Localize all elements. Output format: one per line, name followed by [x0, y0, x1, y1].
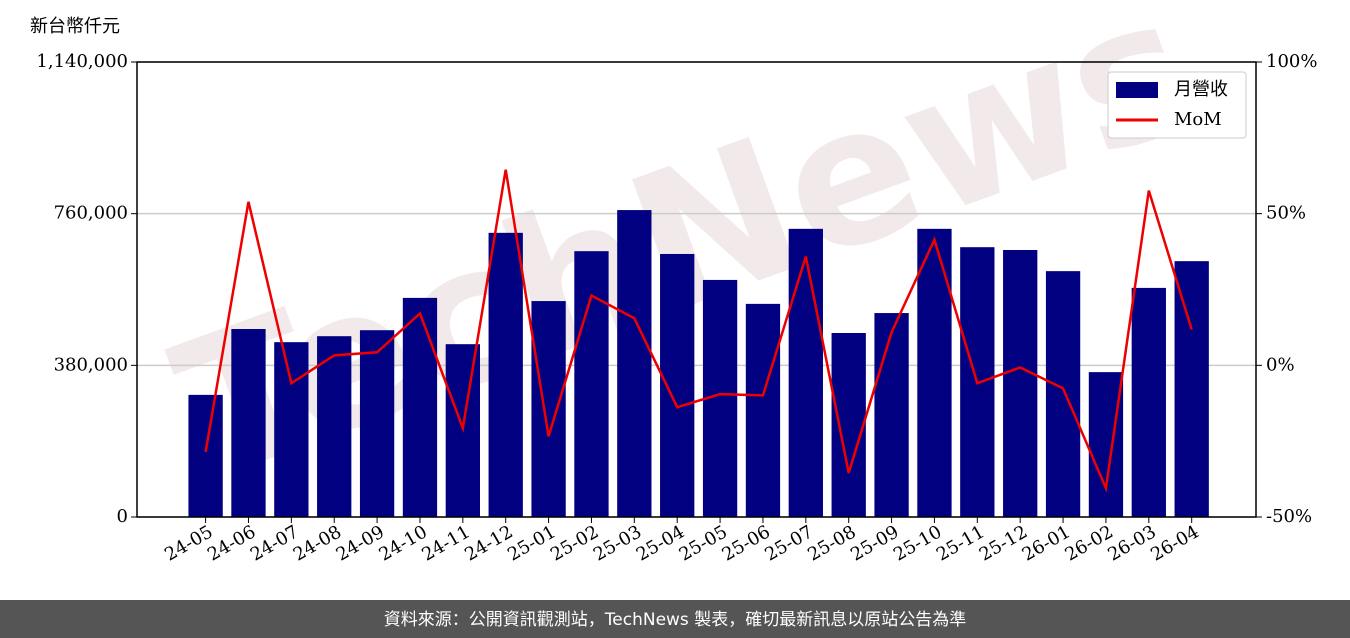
- x-tick-label: 25-06: [719, 521, 774, 565]
- legend-swatch: [1116, 82, 1158, 98]
- x-tick-label: 24-09: [333, 521, 388, 565]
- bar: [917, 228, 952, 518]
- x-tick-label: 25-08: [804, 521, 859, 565]
- x-tick-label: 26-02: [1062, 521, 1117, 565]
- bar: [574, 251, 609, 517]
- bar: [831, 333, 866, 517]
- footer-band: [0, 600, 1350, 638]
- bar: [402, 297, 438, 517]
- bar: [1088, 372, 1124, 517]
- x-tick-label: 26-01: [1019, 521, 1074, 565]
- bar: [274, 342, 309, 517]
- x-tick-label: 25-03: [590, 521, 645, 565]
- footer-source: 資料來源：公開資訊觀測站，TechNews 製表，確切最新訊息以原站公告為準: [384, 610, 966, 630]
- y-axis-label: 新台幣仟元: [30, 16, 120, 37]
- x-tick-label: 24-11: [418, 521, 473, 565]
- bar: [1174, 261, 1209, 517]
- bar: [188, 394, 223, 517]
- bar: [359, 330, 395, 517]
- x-tick-label: 25-07: [761, 521, 816, 565]
- y2-tick-label: 0%: [1266, 354, 1295, 375]
- x-tick-label: 24-08: [290, 521, 345, 565]
- legend-label: 月營收: [1174, 79, 1228, 100]
- bar: [231, 329, 266, 517]
- x-tick-label: 25-09: [847, 521, 902, 565]
- x-tick-label: 25-11: [933, 521, 988, 565]
- bar: [874, 313, 909, 517]
- y-tick-label: 1,140,000: [36, 51, 128, 72]
- x-tick-label: 24-07: [247, 521, 302, 565]
- x-tick-label: 24-12: [461, 521, 516, 565]
- x-tick-label: 24-10: [376, 521, 431, 565]
- bar: [745, 303, 781, 517]
- y2-tick-label: 50%: [1266, 203, 1306, 224]
- y-tick-label: 380,000: [54, 354, 128, 375]
- bar: [1131, 287, 1166, 517]
- bar: [488, 232, 523, 517]
- bar: [617, 210, 652, 517]
- y-tick-label: 760,000: [54, 203, 128, 224]
- y2-tick-label: 100%: [1266, 51, 1317, 72]
- x-tick-label: 26-04: [1147, 521, 1202, 565]
- bar: [788, 228, 823, 518]
- plot-frame: [136, 61, 1257, 518]
- bar: [1045, 271, 1081, 517]
- x-tick-label: 25-01: [504, 521, 559, 565]
- x-tick-label: 24-05: [161, 521, 216, 565]
- x-tick-label: 25-12: [976, 521, 1031, 565]
- x-tick-label: 25-05: [676, 521, 731, 565]
- x-tick-label: 25-02: [547, 521, 602, 565]
- bar: [317, 336, 352, 517]
- x-tick-label: 26-03: [1104, 521, 1159, 565]
- line: [204, 169, 1193, 493]
- x-tick-label: 24-06: [204, 521, 259, 565]
- bar: [660, 253, 695, 517]
- legend: 月營收 MoM: [1107, 71, 1247, 139]
- bar: [531, 301, 566, 517]
- y-tick-label: 0: [117, 506, 128, 527]
- y2-tick-label: -50%: [1266, 506, 1312, 527]
- legend-label: MoM: [1174, 109, 1222, 130]
- bar: [1003, 249, 1038, 517]
- x-tick-label: 25-04: [633, 521, 688, 565]
- x-tick-label: 25-10: [890, 521, 945, 565]
